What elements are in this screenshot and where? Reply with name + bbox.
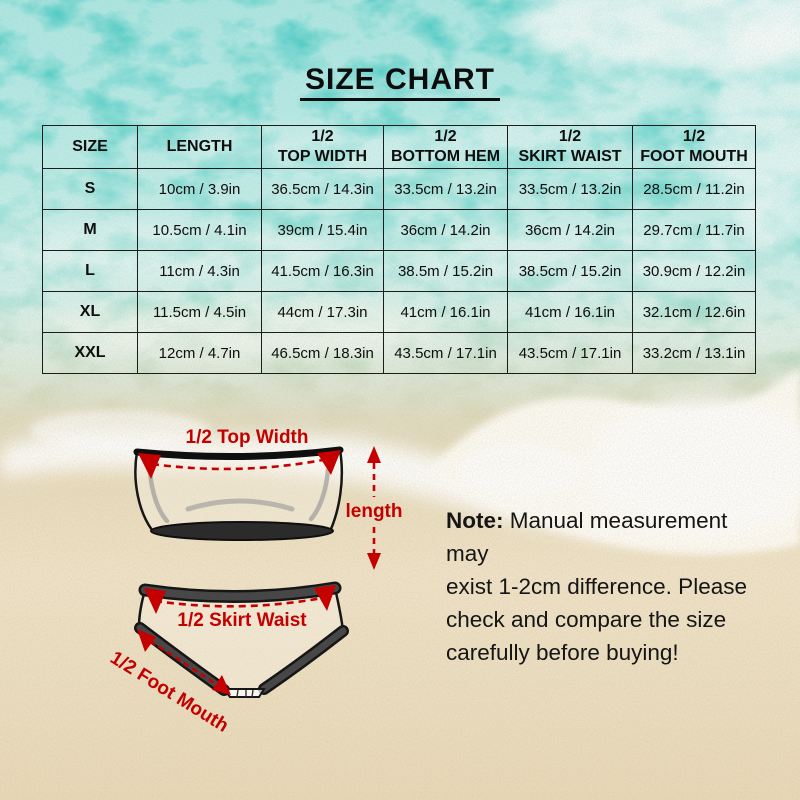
note-line: check and compare the size — [446, 607, 727, 632]
length-arrow — [367, 446, 381, 570]
value-cell: 33.5cm / 13.2in — [383, 168, 508, 210]
size-cell: L — [42, 250, 138, 292]
value-cell: 29.7cm / 11.7in — [632, 209, 756, 251]
value-cell: 38.5m / 15.2in — [383, 250, 508, 292]
foot-mouth-arrow — [137, 629, 231, 695]
size-cell: M — [42, 209, 138, 251]
table-header-row: SIZE LENGTH 1/2 TOP WIDTH 1/2 BOTTOM HEM… — [42, 125, 756, 169]
value-cell: 12cm / 4.7in — [137, 332, 262, 374]
table-row-xxl: XXL 12cm / 4.7in 46.5cm / 18.3in 43.5cm … — [42, 332, 756, 374]
value-cell: 30.9cm / 12.2in — [632, 250, 756, 292]
value-cell: 33.5cm / 13.2in — [507, 168, 633, 210]
note-line: carefully before buying! — [446, 640, 679, 665]
value-cell: 41.5cm / 16.3in — [261, 250, 384, 292]
value-cell: 11cm / 4.3in — [137, 250, 262, 292]
note-line: exist 1-2cm difference. Please — [446, 574, 747, 599]
skirt-waist-arrow — [144, 585, 336, 614]
value-cell: 10cm / 3.9in — [137, 168, 262, 210]
bandeau-top-drawing — [133, 446, 344, 541]
value-cell: 43.5cm / 17.1in — [507, 332, 633, 374]
size-table: SIZE LENGTH 1/2 TOP WIDTH 1/2 BOTTOM HEM… — [42, 125, 756, 374]
value-cell: 36cm / 14.2in — [383, 209, 508, 251]
note-text: Note: Manual measurement may exist 1-2cm… — [446, 504, 776, 669]
value-cell: 33.2cm / 13.1in — [632, 332, 756, 374]
column-header-skirt-waist: 1/2 SKIRT WAIST — [507, 125, 633, 169]
table-row-xl: XL 11.5cm / 4.5in 44cm / 17.3in 41cm / 1… — [42, 291, 756, 333]
size-cell: XXL — [42, 332, 138, 374]
table-row-m: M 10.5cm / 4.1in 39cm / 15.4in 36cm / 14… — [42, 209, 756, 251]
value-cell: 41cm / 16.1in — [507, 291, 633, 333]
column-header-length: LENGTH — [137, 125, 262, 169]
column-header-bottom-hem: 1/2 BOTTOM HEM — [383, 125, 508, 169]
note-line: Note: Manual measurement may — [446, 508, 728, 566]
value-cell: 43.5cm / 17.1in — [383, 332, 508, 374]
top-width-label: 1/2 Top Width — [186, 427, 309, 448]
size-cell: S — [42, 168, 138, 210]
size-cell: XL — [42, 291, 138, 333]
value-cell: 32.1cm / 12.6in — [632, 291, 756, 333]
value-cell: 36.5cm / 14.3in — [261, 168, 384, 210]
column-header-top-width: 1/2 TOP WIDTH — [261, 125, 384, 169]
value-cell: 36cm / 14.2in — [507, 209, 633, 251]
value-cell: 10.5cm / 4.1in — [137, 209, 262, 251]
top-width-arrow — [138, 450, 341, 479]
column-header-size: SIZE — [42, 125, 138, 169]
value-cell: 44cm / 17.3in — [261, 291, 384, 333]
skirt-waist-label: 1/2 Skirt Waist — [177, 610, 307, 631]
page-title: SIZE CHART — [300, 64, 500, 101]
value-cell: 46.5cm / 18.3in — [261, 332, 384, 374]
note-label: Note: — [446, 508, 504, 533]
value-cell: 39cm / 15.4in — [261, 209, 384, 251]
table-row-l: L 11cm / 4.3in 41.5cm / 16.3in 38.5m / 1… — [42, 250, 756, 292]
value-cell: 41cm / 16.1in — [383, 291, 508, 333]
length-label: length — [346, 501, 403, 522]
table-row-s: S 10cm / 3.9in 36.5cm / 14.3in 33.5cm / … — [42, 168, 756, 210]
value-cell: 28.5cm / 11.2in — [632, 168, 756, 210]
value-cell: 38.5cm / 15.2in — [507, 250, 633, 292]
column-header-foot-mouth: 1/2 FOOT MOUTH — [632, 125, 756, 169]
value-cell: 11.5cm / 4.5in — [137, 291, 262, 333]
